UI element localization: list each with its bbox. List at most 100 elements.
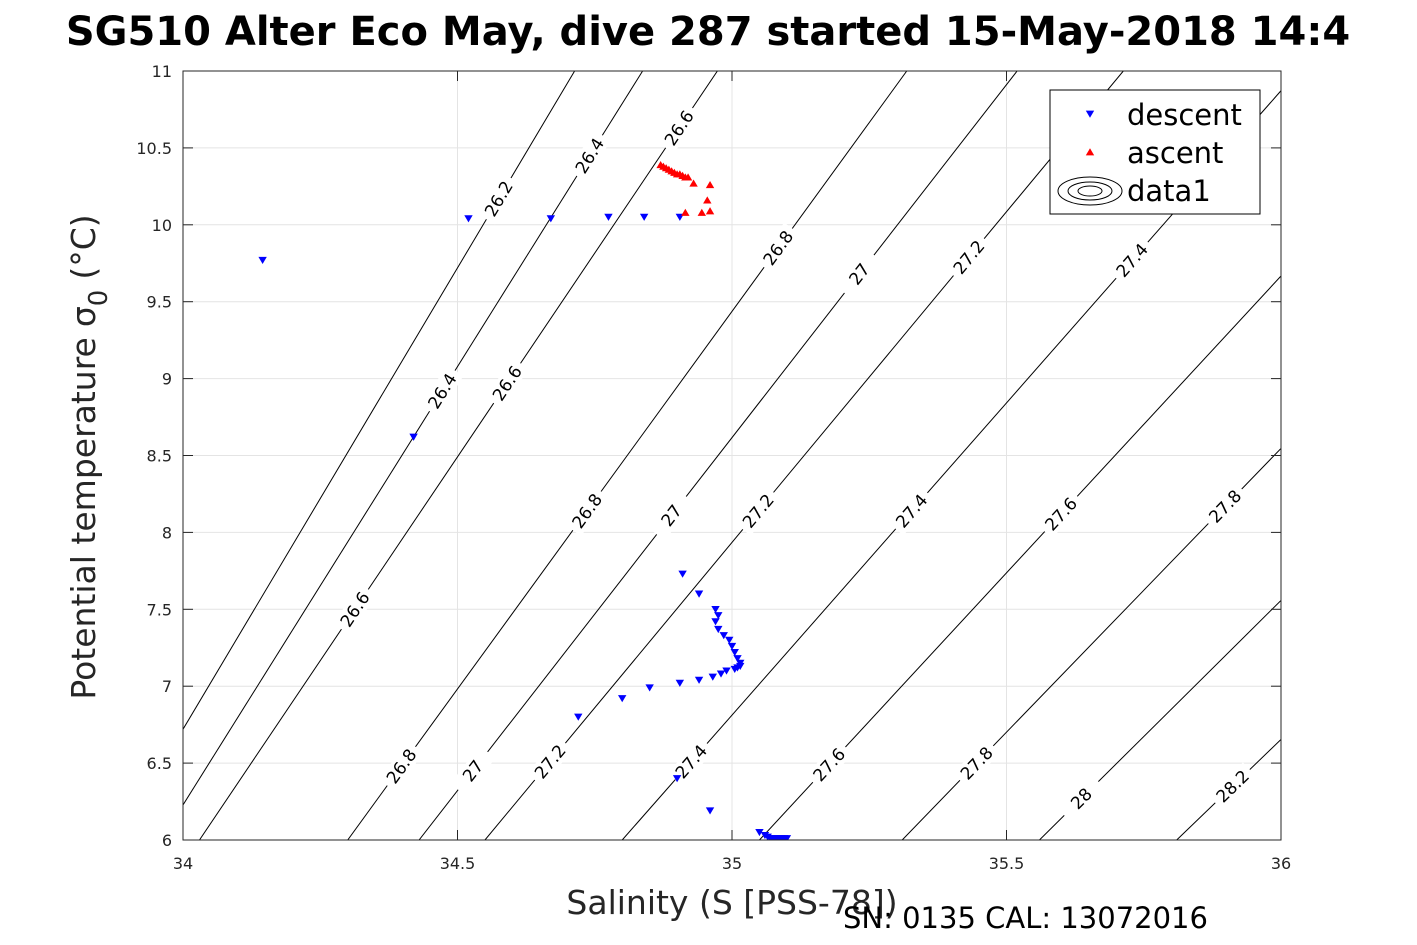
y-tick-label: 6 [162,831,172,850]
contour-label-bg [1057,774,1106,823]
descent-point [604,213,613,221]
ascent-point [705,181,715,189]
descent-point [694,590,704,598]
contour-line-26.8 [347,71,908,840]
contour-line-26.6 [199,71,718,840]
x-tick-label: 34.5 [440,854,476,873]
contour-label-bg [952,738,1001,788]
contour-label-bg [888,486,935,536]
y-tick-label: 7.5 [147,600,172,619]
descent-point [711,618,720,626]
y-tick-label: 11 [152,62,172,81]
descent-point [714,612,723,620]
ascent-point [683,173,693,181]
legend-label-ascent: ascent [1127,136,1223,170]
legend-label-data1: data1 [1127,174,1211,208]
descent-point [574,713,583,721]
contour-label-bg [735,486,782,536]
descent-point [733,655,742,663]
y-axis-label-text: Potential temperature [64,337,103,699]
contour-label-bg [648,490,695,541]
chart-title: SG510 Alter Eco May, dive 287 started 15… [66,9,1350,55]
descent-point [782,835,792,840]
descent-point [546,215,556,223]
contour-label-bg [379,740,424,792]
contour-label-bg [568,129,611,182]
contour-label-bg [657,102,701,154]
contour-label-bg [421,365,464,417]
descent-point [258,256,267,264]
descent-point [639,213,649,221]
y-axis-label-unit: (°C) [64,214,103,279]
isopycnal-contours [183,71,1281,840]
contour-line-26.4 [183,71,644,806]
descent-point [719,632,728,640]
legend-box [1049,89,1261,215]
y-axis-label: Potential temperature σ0 (°C) [64,214,114,699]
contour-label-bg [755,222,801,274]
y-tick-label: 9 [162,370,172,389]
descent-point [705,807,715,815]
contour-label-bg [1108,235,1156,285]
contour-icon-ring [1077,185,1103,197]
contour-label-bg [836,248,882,300]
contour-label-bg [1201,482,1249,531]
legend: descent ascent data1 [1049,89,1261,215]
contour-label-bg [564,485,610,537]
descent-point [755,828,764,837]
descent-point [618,695,627,703]
calibration-footer: SN: 0135 CAL: 13072016 [843,901,1208,935]
contour-label-bg [667,736,715,787]
legend-descent-marker [1085,110,1095,118]
y-axis-label-symbol: σ [64,306,103,327]
axis-ticks: 34 34.5 35 35.5 36 6 6.5 7 7.5 8 8.5 9 9.5 10 10.5 11 [136,62,1291,873]
y-tick-label: 8 [162,523,172,542]
ascent-point [697,208,707,216]
contour-label-bg [527,736,574,787]
contour-icon [1057,176,1123,206]
contour-label-bg [1208,762,1257,811]
descent-point [464,215,473,223]
y-tick-label: 10 [152,216,172,235]
contour-line-27.6 [759,275,1281,840]
y-axis-label-subscript: 0 [84,290,114,307]
legend-label-descent: descent [1127,98,1242,132]
contour-label-bg [945,232,992,282]
contour-line-27.2 [484,71,1124,840]
contour-icon-ring [1057,176,1123,206]
descent-point [711,605,720,614]
y-tick-label: 9.5 [147,293,172,312]
x-tick-label: 35.5 [989,854,1025,873]
descent-point [722,667,731,675]
ascent-point [689,179,698,187]
ascent-point [705,207,715,215]
x-tick-label: 36 [1271,854,1291,873]
contour-label-bg [805,740,853,790]
y-tick-label: 8.5 [147,447,172,466]
descent-point [714,625,723,634]
descent-point [716,670,726,678]
ascent-point [681,208,690,216]
y-tick-label: 7 [162,677,172,696]
descent-point [694,676,704,684]
descent-point [727,642,737,650]
data-markers [258,161,792,840]
descent-point [708,673,717,681]
contour-label-bg [1037,489,1085,539]
y-tick-label: 10.5 [136,139,172,158]
contour-label-bg [450,745,496,796]
x-tick-label: 34 [173,854,193,873]
y-tick-label: 6.5 [147,754,172,773]
descent-point [645,684,654,692]
descent-point [730,649,739,657]
contour-line-28 [1039,599,1281,840]
x-axis-label: Salinity (S [PSS-78]) [566,883,897,922]
x-tick-label: 35 [722,854,742,873]
contour-label-bg [485,357,529,409]
descent-point [675,679,685,687]
contour-label-bg [333,583,377,635]
descent-point [672,775,682,783]
contour-line-27 [418,71,1018,840]
contour-label-bg [477,172,520,225]
